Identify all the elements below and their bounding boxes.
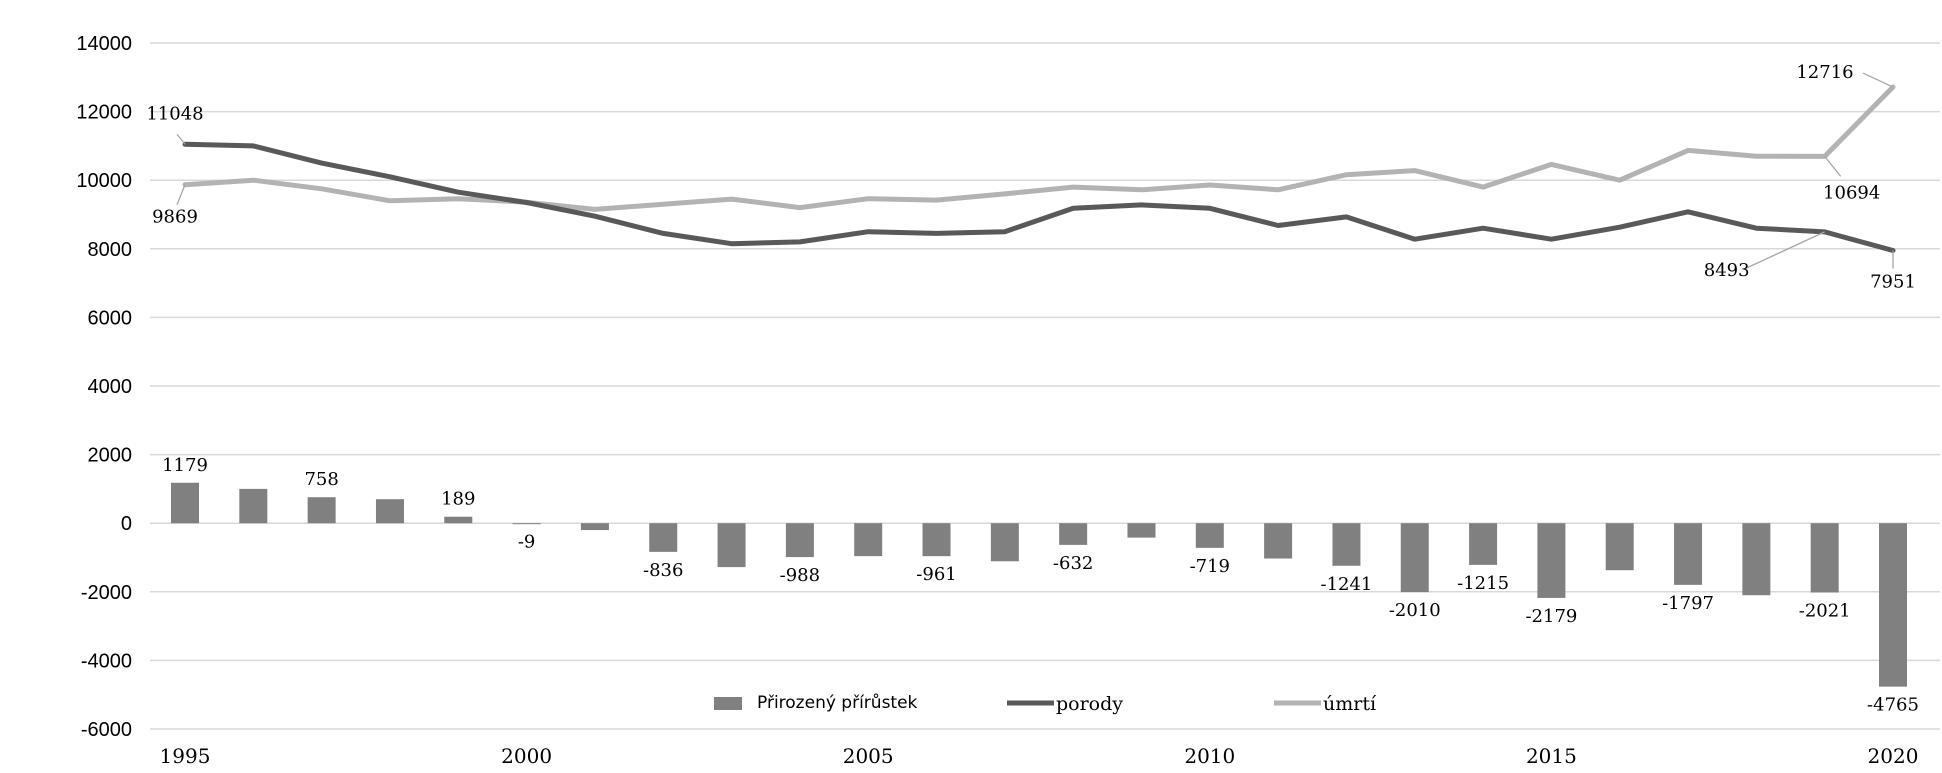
bar-data-label: -988 xyxy=(780,565,820,586)
label-leader xyxy=(176,184,186,205)
y-tick-label: 12000 xyxy=(76,102,132,124)
legend: Přirozený přírůstek porody úmrtí xyxy=(714,693,1377,715)
bar-data-label: -632 xyxy=(1053,553,1093,574)
bar-2017 xyxy=(1674,523,1703,585)
bar-2002 xyxy=(649,523,678,552)
y-tick-label: 4000 xyxy=(88,376,133,398)
bar-data-label: 758 xyxy=(304,469,338,490)
bar-data-label: -1241 xyxy=(1320,574,1372,595)
x-tick-label: 1995 xyxy=(160,744,211,768)
bar-data-label: -2179 xyxy=(1525,606,1577,627)
label-leader xyxy=(1862,72,1894,88)
y-tick-label: -6000 xyxy=(81,719,132,741)
bar-2009 xyxy=(1127,523,1156,538)
bar-1999 xyxy=(444,516,473,524)
bar-2020 xyxy=(1879,523,1907,687)
line-data-label: 8493 xyxy=(1704,260,1750,281)
bar-2011 xyxy=(1264,523,1293,559)
legend-swatch-prirozeny-prirustek xyxy=(714,697,742,710)
legend-label-porody: porody xyxy=(1056,693,1123,715)
data-labels: 1179 758 189 -9 -836 -988 -961 -632 -719 -1241 -20… xyxy=(146,62,1919,716)
line-data-label: 7951 xyxy=(1870,271,1916,292)
bar-2018 xyxy=(1742,523,1771,596)
bar-data-label: 189 xyxy=(441,489,475,510)
bar-2013 xyxy=(1400,523,1429,593)
line-data-label: 11048 xyxy=(146,103,203,124)
legend-label-prirozeny-prirustek: Přirozený přírůstek xyxy=(757,693,918,713)
bar-1998 xyxy=(375,499,404,524)
y-tick-label: 0 xyxy=(121,513,132,535)
bar-1997 xyxy=(307,497,336,524)
bar-2008 xyxy=(1059,523,1088,545)
x-axis-ticks: 1995 2000 2005 2010 2015 2020 xyxy=(160,744,1919,768)
bar-2016 xyxy=(1605,523,1634,571)
bar-2001 xyxy=(580,523,609,531)
bar-2005 xyxy=(854,523,883,557)
y-tick-label: 10000 xyxy=(76,170,132,192)
bar-2007 xyxy=(990,523,1019,562)
label-leader xyxy=(1824,155,1842,177)
bars-series xyxy=(171,482,1907,687)
x-tick-label: 2020 xyxy=(1868,744,1919,768)
gridlines xyxy=(150,42,1940,730)
bar-data-label: -9 xyxy=(518,532,536,553)
bar-data-label: -1797 xyxy=(1662,593,1714,614)
bar-2000 xyxy=(512,523,541,525)
y-tick-label: 14000 xyxy=(76,33,132,55)
bar-1995 xyxy=(171,482,199,524)
bar-data-label: 1179 xyxy=(162,455,208,476)
y-tick-label: -4000 xyxy=(81,650,132,672)
bar-data-label: -2021 xyxy=(1799,601,1851,622)
line-porody xyxy=(182,141,1896,253)
x-tick-label: 2010 xyxy=(1184,744,1235,768)
y-tick-label: 8000 xyxy=(88,239,133,261)
bar-2019 xyxy=(1810,523,1839,593)
x-tick-label: 2000 xyxy=(501,744,552,768)
line-data-label: 9869 xyxy=(152,207,198,228)
legend-label-umrti: úmrtí xyxy=(1323,693,1377,715)
y-axis-ticks: 14000 12000 10000 8000 6000 4000 2000 0 -2000 -40… xyxy=(76,33,132,741)
bar-data-label: -4765 xyxy=(1867,695,1919,716)
lines-series xyxy=(182,84,1896,253)
bar-2004 xyxy=(785,523,814,558)
bar-data-label: -2010 xyxy=(1389,600,1441,621)
bar-2006 xyxy=(922,523,951,557)
y-tick-label: 6000 xyxy=(88,307,133,329)
bar-2003 xyxy=(717,523,746,568)
bar-2012 xyxy=(1332,523,1361,566)
bar-data-label: -719 xyxy=(1190,556,1230,577)
label-leader xyxy=(1744,231,1825,270)
bar-data-label: -961 xyxy=(916,564,956,585)
line-data-label: 12716 xyxy=(1796,62,1853,83)
bar-2015 xyxy=(1537,523,1566,598)
y-tick-label: 2000 xyxy=(88,445,133,467)
x-tick-label: 2005 xyxy=(843,744,894,768)
bar-data-label: -836 xyxy=(643,560,683,581)
line-umrti xyxy=(182,84,1896,212)
bar-data-label: -1215 xyxy=(1457,573,1509,594)
label-leader-lines xyxy=(176,72,1894,270)
bar-1996 xyxy=(239,488,268,524)
bar-2014 xyxy=(1469,523,1498,565)
x-tick-label: 2015 xyxy=(1526,744,1577,768)
line-data-label: 10694 xyxy=(1823,182,1880,203)
bar-2010 xyxy=(1195,523,1224,548)
label-leader xyxy=(176,133,186,145)
y-tick-label: -2000 xyxy=(81,582,132,604)
